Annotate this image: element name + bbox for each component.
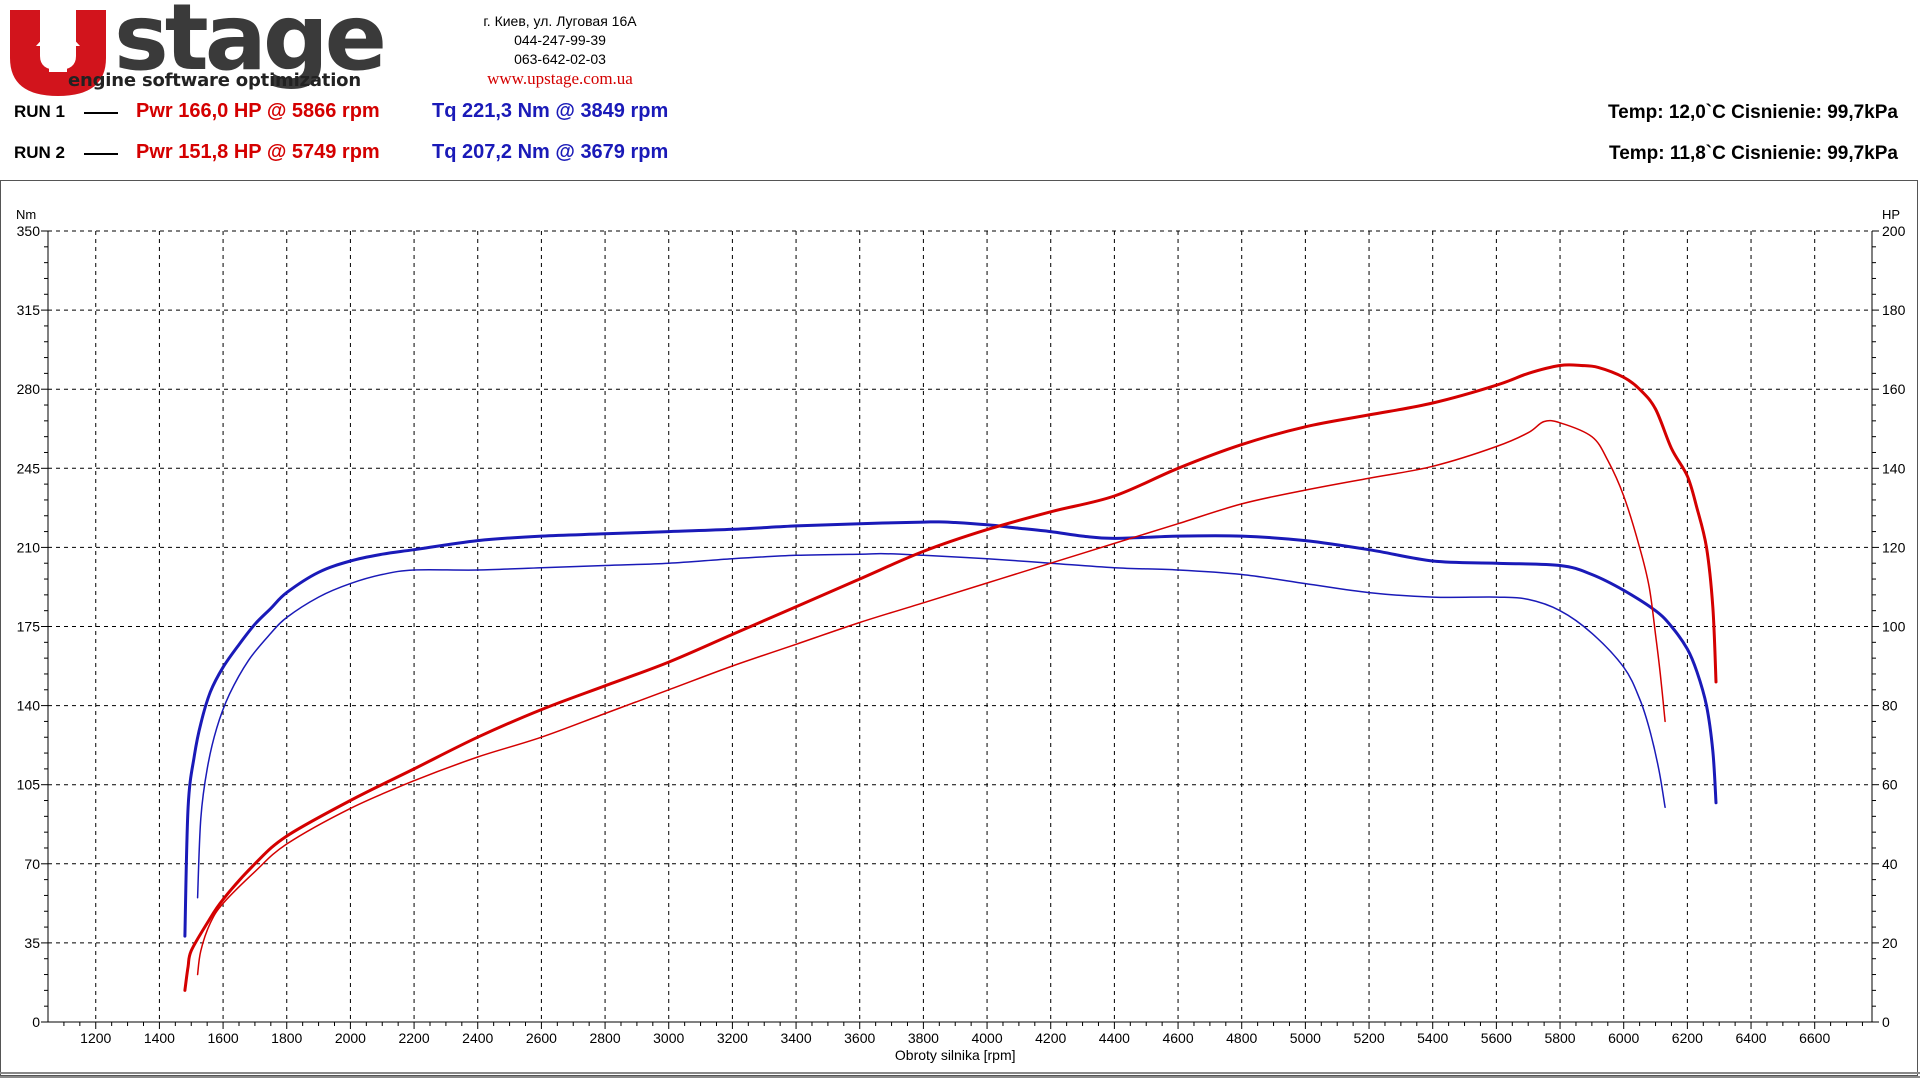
run-1-label: RUN 1 bbox=[14, 102, 66, 121]
x-tick-label: 6000 bbox=[1608, 1030, 1639, 1046]
x-tick-label: 2800 bbox=[589, 1030, 620, 1046]
logo-tagline: engine software optimization bbox=[68, 70, 361, 91]
x-tick-label: 3800 bbox=[908, 1030, 939, 1046]
y-left-tick-label: 245 bbox=[17, 460, 41, 476]
y-right-tick-label: 40 bbox=[1882, 856, 1898, 872]
y-right-tick-label: 200 bbox=[1882, 223, 1906, 239]
run-2-power-curve bbox=[196, 419, 1666, 976]
y-left-tick-label: 280 bbox=[17, 381, 41, 397]
x-tick-label: 5600 bbox=[1481, 1030, 1512, 1046]
x-tick-label: 3200 bbox=[717, 1030, 748, 1046]
x-tick-label: 6600 bbox=[1799, 1030, 1830, 1046]
y-right-tick-label: 100 bbox=[1882, 619, 1906, 635]
x-tick-label: 4800 bbox=[1226, 1030, 1257, 1046]
x-tick-label: 1200 bbox=[80, 1030, 111, 1046]
x-tick-label: 3600 bbox=[844, 1030, 875, 1046]
x-tick-label: 4200 bbox=[1035, 1030, 1066, 1046]
x-tick-label: 4000 bbox=[971, 1030, 1002, 1046]
x-tick-label: 1400 bbox=[144, 1030, 175, 1046]
x-tick-label: 5400 bbox=[1417, 1030, 1448, 1046]
website-link[interactable]: www.upstage.com.ua bbox=[487, 69, 633, 88]
run-2-power-peak: Pwr 151,8 HP @ 5749 rpm bbox=[136, 141, 380, 163]
run-1-power-curve bbox=[183, 363, 1718, 992]
x-tick-label: 2000 bbox=[335, 1030, 366, 1046]
x-tick-label: 2200 bbox=[398, 1030, 429, 1046]
x-tick-label: 5800 bbox=[1544, 1030, 1575, 1046]
y-right-tick-label: 60 bbox=[1882, 777, 1898, 793]
y-left-tick-label: 350 bbox=[17, 223, 41, 239]
x-tick-label: 6200 bbox=[1672, 1030, 1703, 1046]
x-tick-label: 6400 bbox=[1735, 1030, 1766, 1046]
run-1-power-peak: Pwr 166,0 HP @ 5866 rpm bbox=[136, 100, 380, 122]
run-1-torque-curve bbox=[183, 520, 1718, 938]
y-right-axis-label: HP bbox=[1882, 207, 1900, 222]
y-left-tick-label: 0 bbox=[32, 1014, 40, 1030]
y-left-tick-label: 70 bbox=[24, 856, 40, 872]
bottom-bar bbox=[0, 1072, 1920, 1078]
y-right-tick-label: 80 bbox=[1882, 698, 1898, 714]
contact-block: г. Киев, ул. Луговая 16А 044-247-99-39 0… bbox=[430, 12, 690, 88]
y-left-tick-label: 175 bbox=[17, 619, 41, 635]
upstage-logo: stage engine software optimization bbox=[4, 0, 414, 96]
x-tick-label: 3000 bbox=[653, 1030, 684, 1046]
y-left-tick-label: 315 bbox=[17, 302, 41, 318]
y-left-tick-label: 105 bbox=[17, 777, 41, 793]
logo-u-arrow-icon bbox=[10, 10, 106, 96]
run-2-label: RUN 2 bbox=[14, 143, 66, 162]
plot-frame bbox=[0, 180, 1918, 1076]
y-left-tick-label: 35 bbox=[24, 935, 40, 951]
logo-wordmark: stage bbox=[114, 0, 387, 91]
y-right-tick-label: 20 bbox=[1882, 935, 1898, 951]
run-2-torque-peak: Tq 207,2 Nm @ 3679 rpm bbox=[432, 141, 669, 163]
y-left-tick-label: 210 bbox=[17, 539, 41, 555]
x-tick-label: 1800 bbox=[271, 1030, 302, 1046]
x-tick-label: 5200 bbox=[1353, 1030, 1384, 1046]
x-tick-label: 4400 bbox=[1099, 1030, 1130, 1046]
y-left-axis-label: Nm bbox=[16, 207, 36, 222]
run-1-line-swatch bbox=[84, 112, 118, 114]
y-left-tick-label: 140 bbox=[17, 698, 41, 714]
x-axis-label: Obroty silnika [rpm] bbox=[895, 1047, 1016, 1063]
report-header: stage engine software optimization г. Ки… bbox=[0, 0, 1920, 178]
y-right-tick-label: 180 bbox=[1882, 302, 1906, 318]
y-right-tick-label: 120 bbox=[1882, 539, 1906, 555]
phone-2: 063-642-02-03 bbox=[514, 51, 606, 67]
run-1-torque-peak: Tq 221,3 Nm @ 3849 rpm bbox=[432, 100, 669, 122]
y-right-tick-label: 0 bbox=[1882, 1014, 1890, 1030]
x-tick-label: 4600 bbox=[1162, 1030, 1193, 1046]
x-tick-label: 3400 bbox=[780, 1030, 811, 1046]
phone-1: 044-247-99-39 bbox=[514, 32, 606, 48]
y-right-tick-label: 140 bbox=[1882, 460, 1906, 476]
run-2-line-swatch bbox=[84, 153, 118, 155]
x-tick-label: 1600 bbox=[208, 1030, 239, 1046]
address-text: г. Киев, ул. Луговая 16А bbox=[483, 13, 637, 29]
y-right-tick-label: 160 bbox=[1882, 381, 1906, 397]
run-1-ambient: Temp: 12,0`C Cisnienie: 99,7kPa bbox=[1607, 102, 1898, 123]
x-tick-label: 2600 bbox=[526, 1030, 557, 1046]
run-2-torque-curve bbox=[196, 552, 1666, 899]
x-tick-label: 2400 bbox=[462, 1030, 493, 1046]
run-2-ambient: Temp: 11,8`C Cisnienie: 99,7kPa bbox=[1609, 143, 1898, 164]
x-tick-label: 5000 bbox=[1290, 1030, 1321, 1046]
